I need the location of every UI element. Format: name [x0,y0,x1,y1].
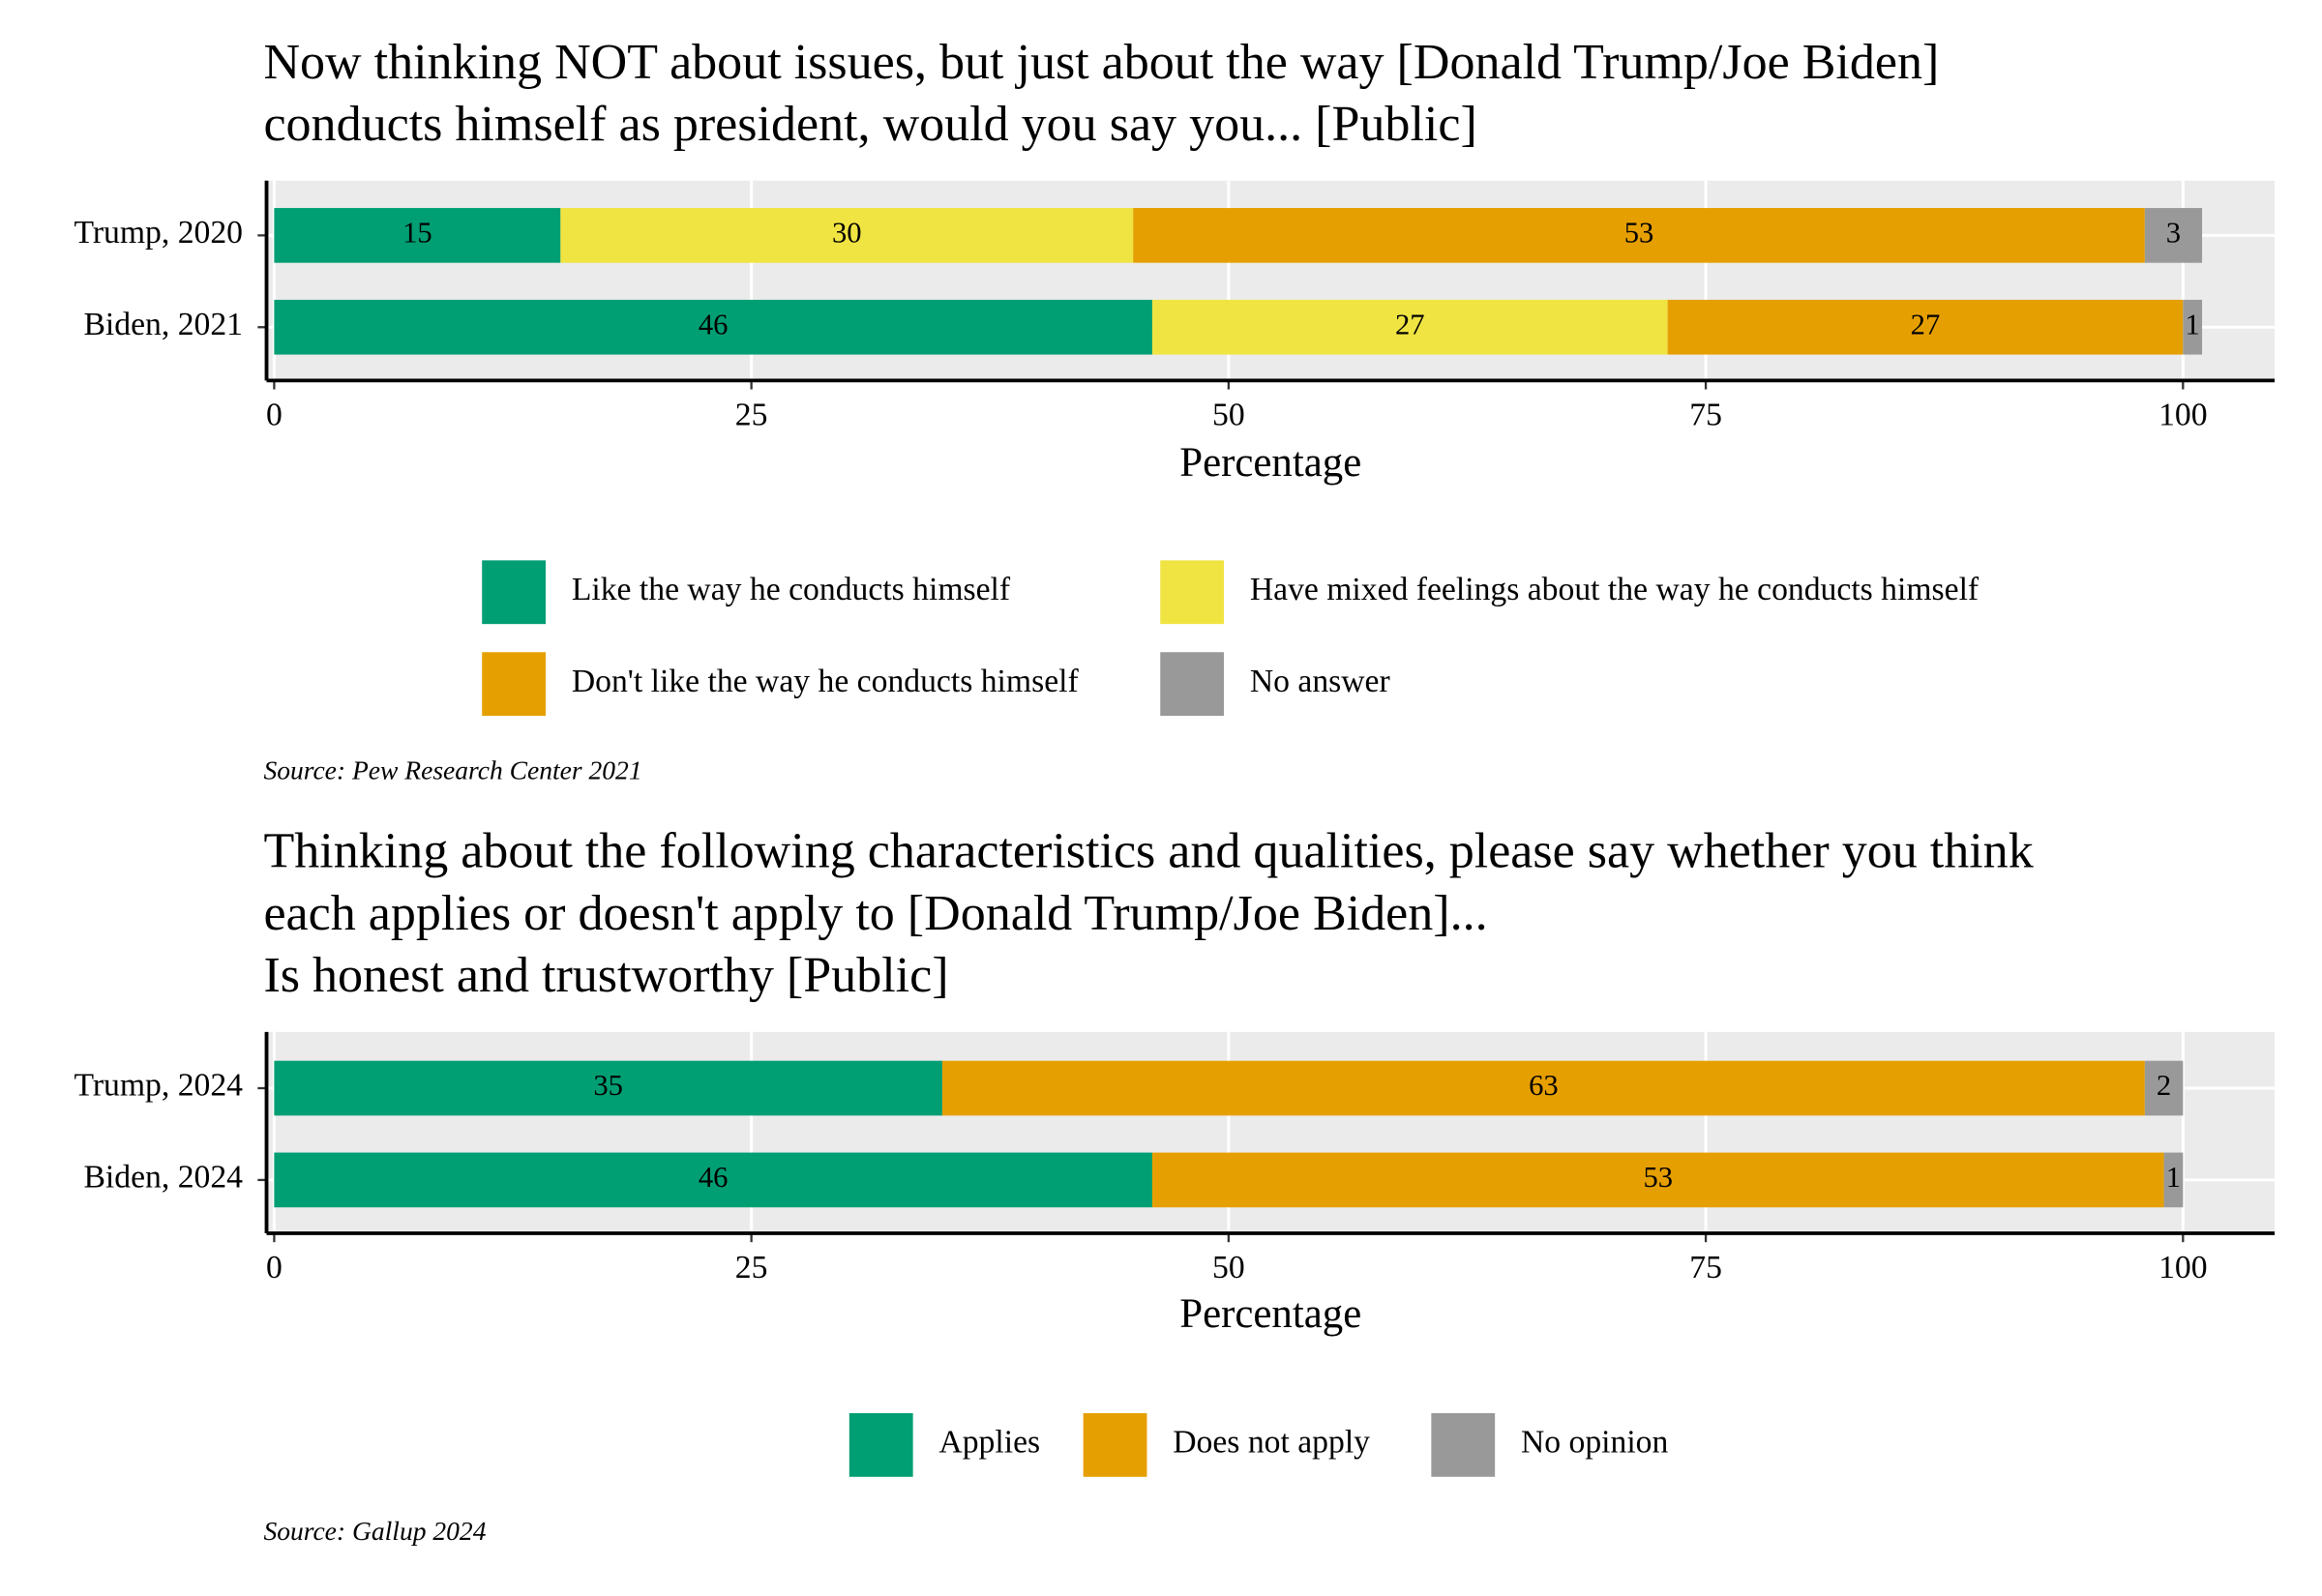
value-label: 30 [832,216,862,249]
bar-segment [274,1060,942,1116]
value-label: 1 [2186,308,2200,340]
chart-title: each applies or doesn't apply to [Donald… [263,886,1487,941]
x-tick-label: 25 [735,397,768,432]
value-label: 53 [1643,1161,1673,1194]
x-tick-label: 25 [735,1250,768,1286]
x-axis-title: Percentage [1179,440,1361,486]
legend-label: Don't like the way he conducts himself [572,664,1080,699]
value-label: 3 [2166,216,2181,249]
x-tick-label: 50 [1212,1250,1245,1286]
bar-segment [1133,208,2145,263]
bar-segment [560,208,1134,263]
source-note: Source: Pew Research Center 2021 [263,754,641,784]
value-label: 15 [402,216,432,249]
legend-label: Like the way he conducts himself [572,572,1011,607]
value-label: 63 [1529,1069,1559,1102]
legend-swatch [1158,558,1226,626]
value-label: 46 [699,1161,729,1194]
source-note: Source: Gallup 2024 [263,1516,486,1546]
legend-swatch [848,1411,915,1479]
x-tick-label: 0 [266,397,283,432]
x-tick-label: 0 [266,1250,283,1286]
x-axis-title: Percentage [1179,1291,1361,1337]
value-label: 53 [1624,216,1654,249]
value-label: 46 [699,308,729,340]
y-tick-label: Trump, 2020 [74,215,243,251]
y-tick-label: Trump, 2024 [74,1068,243,1104]
bar-segment [2144,1060,2184,1116]
y-tick-label: Biden, 2024 [83,1160,243,1196]
value-label: 27 [1395,308,1425,340]
x-tick-label: 75 [1689,397,1722,432]
chart-title: Is honest and trustworthy [Public] [263,948,948,1003]
bar-segment [2183,299,2203,355]
x-tick-label: 50 [1212,397,1245,432]
bar-segment [941,1060,2145,1116]
legend-label: No answer [1250,664,1390,699]
chart-title: conducts himself as president, would you… [263,97,1476,152]
legend-label: Does not apply [1173,1425,1370,1461]
bar-segment [1667,299,2184,355]
y-tick-label: Biden, 2021 [83,307,243,342]
x-tick-label: 100 [2158,1250,2207,1286]
legend-label: Applies [938,1425,1040,1461]
value-label: 27 [1911,308,1941,340]
value-label: 1 [2166,1161,2181,1194]
chart-title: Thinking about the following characteris… [263,824,2034,879]
bar-segment [274,1152,1152,1208]
bar-segment [1151,1152,2164,1208]
legend-swatch [1429,1411,1497,1479]
bar-segment [274,208,561,263]
bar-segment [2144,208,2203,263]
legend-label: Have mixed feelings about the way he con… [1250,572,1980,607]
value-label: 35 [593,1069,623,1102]
legend-swatch [1158,650,1226,718]
legend-swatch [480,558,548,626]
legend-label: No opinion [1521,1425,1669,1461]
bar-segment [1151,299,1668,355]
value-label: 2 [2157,1069,2171,1102]
legend-swatch [1082,1411,1148,1479]
x-tick-label: 100 [2158,397,2207,432]
chart-title: Now thinking NOT about issues, but just … [263,35,1939,90]
x-tick-label: 75 [1689,1250,1722,1286]
bar-segment [274,299,1152,355]
bar-segment [2163,1152,2184,1208]
legend-swatch [480,650,548,718]
